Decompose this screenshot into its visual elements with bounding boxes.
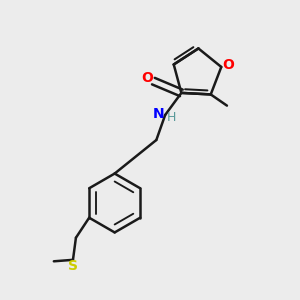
Text: O: O — [223, 58, 235, 73]
Text: O: O — [141, 70, 153, 85]
Text: H: H — [167, 111, 176, 124]
Text: S: S — [68, 259, 78, 273]
Text: N: N — [153, 107, 164, 121]
